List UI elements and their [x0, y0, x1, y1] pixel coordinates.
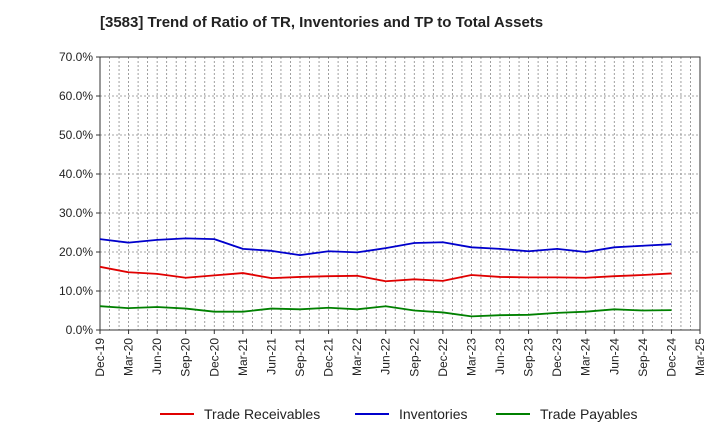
y-tick-label: 40.0% [59, 167, 93, 181]
x-tick-label: Dec-23 [550, 338, 564, 377]
x-tick-label: Mar-23 [464, 338, 478, 376]
x-tick-label: Mar-21 [236, 338, 250, 376]
series-line-1 [99, 265, 672, 283]
x-tick-label: Jun-21 [264, 338, 278, 375]
x-tick-label: Mar-25 [693, 338, 707, 376]
legend: Trade Receivables Inventories Trade Payabl… [160, 406, 638, 422]
x-tick-label: Mar-24 [579, 338, 593, 376]
chart-title: [3583] Trend of Ratio of TR, Inventories… [100, 14, 544, 31]
x-tick-label: Dec-24 [664, 338, 678, 377]
x-tick-label: Sep-24 [636, 338, 650, 377]
plot-frame [99, 56, 701, 331]
x-tick-label: Dec-20 [207, 338, 221, 377]
x-tick-label: Sep-22 [407, 338, 421, 377]
legend-label: Inventories [399, 406, 467, 422]
y-tick-label: 50.0% [59, 128, 93, 142]
y-tick-label: 0.0% [66, 323, 94, 337]
x-tick-label: Mar-22 [350, 338, 364, 376]
y-tick-label: 60.0% [59, 89, 93, 103]
series-layer [99, 237, 672, 318]
y-tick-label: 10.0% [59, 284, 93, 298]
x-tick-label: Dec-19 [93, 338, 107, 377]
x-tick-label: Sep-21 [293, 338, 307, 377]
y-tick-label: 30.0% [59, 206, 93, 220]
legend-label: Trade Receivables [204, 406, 320, 422]
x-tick-label: Jun-23 [493, 338, 507, 375]
x-tick-label: Jun-20 [150, 338, 164, 375]
x-axis: Dec-19 Mar-20 Jun-20 Sep-20 Dec-20 Mar-21 Jun-… [93, 330, 707, 377]
x-tick-label: Jun-24 [607, 338, 621, 375]
x-tick-label: Mar-20 [122, 338, 136, 376]
x-tick-label: Jun-22 [379, 338, 393, 375]
series-line-2 [99, 237, 672, 257]
y-tick-label: 70.0% [59, 50, 93, 64]
grid [100, 56, 700, 331]
x-tick-label: Dec-22 [436, 338, 450, 377]
x-tick-label: Sep-20 [179, 338, 193, 377]
y-tick-label: 20.0% [59, 245, 93, 259]
series-line-3 [99, 305, 672, 318]
x-tick-label: Sep-23 [522, 338, 536, 377]
y-axis: 0.0% 10.0% 20.0% 30.0% 40.0% 50.0% 60.0% 70.0% [59, 50, 100, 337]
x-tick-label: Dec-21 [322, 338, 336, 377]
legend-label: Trade Payables [540, 406, 638, 422]
